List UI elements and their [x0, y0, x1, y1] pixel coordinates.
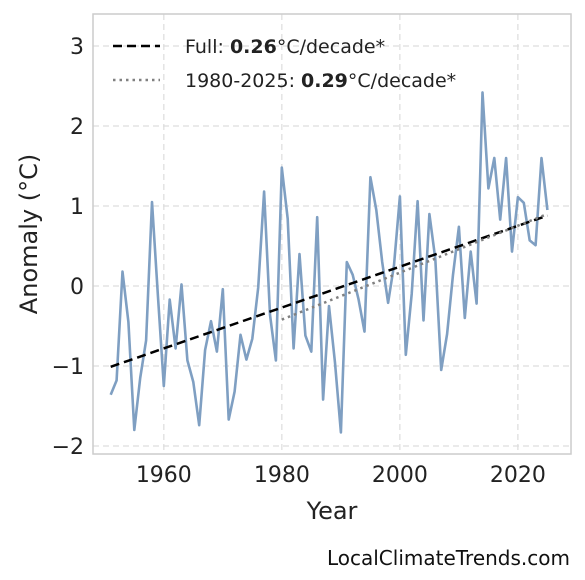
- legend-recent-prefix: 1980-2025:: [185, 70, 301, 92]
- legend: Full: 0.26°C/decade* 1980-2025: 0.29°C/d…: [113, 36, 456, 92]
- legend-recent-suffix: °C/decade*: [348, 70, 456, 92]
- anomaly-series-line: [109, 91, 549, 434]
- y-axis-title: Anomaly (°C): [15, 154, 43, 314]
- y-tick-label: 1: [70, 195, 84, 220]
- x-tick-label: 1980: [254, 463, 310, 488]
- recent-trend-line: [281, 212, 548, 321]
- legend-full-prefix: Full:: [185, 36, 230, 58]
- legend-full-rate: 0.26: [230, 36, 277, 58]
- full-trend-line: [110, 214, 548, 368]
- series-layer: [109, 91, 549, 434]
- y-tick-label: −2: [52, 435, 84, 460]
- x-tick-labels: 1960 1980 2000 2020: [136, 463, 546, 488]
- plot-frame: [92, 13, 572, 455]
- watermark: LocalClimateTrends.com: [326, 546, 570, 570]
- x-tick-label: 2000: [372, 463, 428, 488]
- y-tick-label: 2: [70, 115, 84, 140]
- y-tick-label: 0: [70, 275, 84, 300]
- y-tick-label: −1: [52, 355, 84, 380]
- legend-full-suffix: °C/decade*: [277, 36, 385, 58]
- y-tick-label: 3: [70, 35, 84, 60]
- x-tick-label: 1960: [136, 463, 192, 488]
- legend-recent-label: 1980-2025: 0.29°C/decade*: [185, 70, 456, 92]
- legend-recent-rate: 0.29: [301, 70, 348, 92]
- plot-background: [93, 14, 571, 454]
- grid: [93, 14, 571, 454]
- x-tick-label: 2020: [490, 463, 546, 488]
- legend-full-label: Full: 0.26°C/decade*: [185, 36, 385, 58]
- y-tick-labels: −2 −1 0 1 2 3: [52, 35, 84, 460]
- x-axis-title: Year: [306, 497, 358, 525]
